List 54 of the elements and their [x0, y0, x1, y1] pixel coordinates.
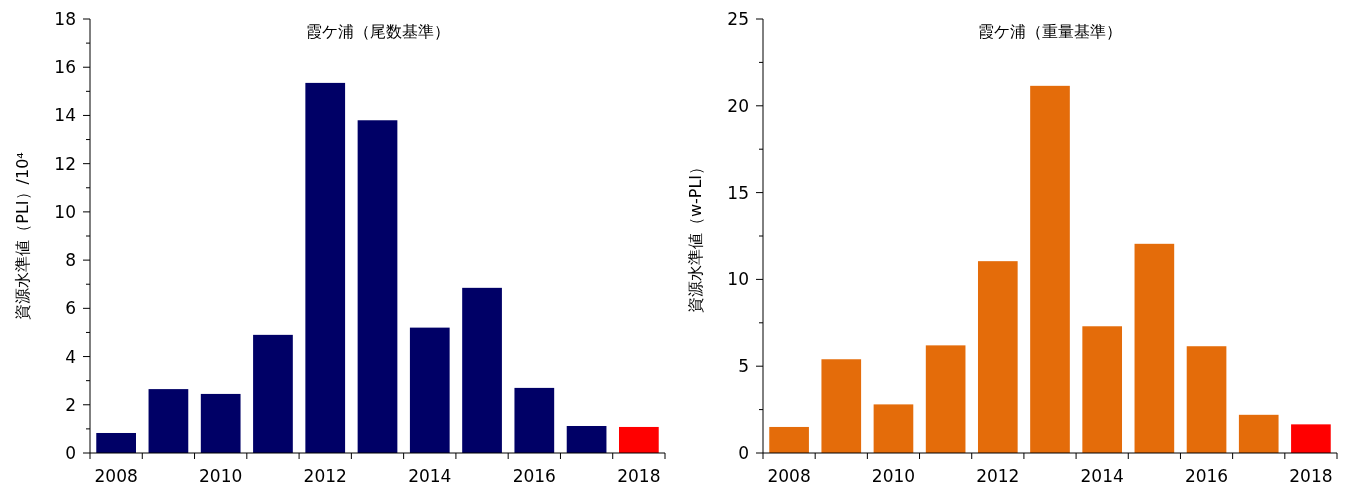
bar: [462, 287, 502, 453]
y-tick-label: 6: [65, 298, 76, 319]
bar: [253, 334, 293, 453]
chart-title: 霞ケ浦（尾数基準）: [305, 22, 450, 41]
x-tick-label: 2018: [617, 466, 661, 486]
x-tick-label: 2016: [512, 466, 556, 486]
bar: [1134, 243, 1175, 453]
bar: [1082, 326, 1123, 453]
y-tick-label: 10: [727, 269, 749, 290]
x-tick-label: 2012: [976, 466, 1020, 486]
x-tick-label: 2018: [1289, 466, 1333, 486]
bar: [1186, 346, 1227, 453]
bar: [769, 426, 809, 453]
bar: [1030, 85, 1070, 453]
x-tick-label: 2012: [303, 466, 347, 486]
bar: [96, 432, 136, 453]
y-tick-label: 12: [54, 153, 76, 174]
bar: [925, 345, 966, 453]
x-tick-label: 2014: [408, 466, 452, 486]
y-tick-label: 15: [727, 182, 749, 203]
y-tick-label: 8: [65, 250, 76, 271]
y-tick-label: 20: [727, 95, 749, 116]
bar: [305, 82, 346, 453]
chart-title: 霞ケ浦（重量基準）: [978, 22, 1122, 41]
y-tick-label: 14: [54, 105, 76, 126]
bar: [1291, 424, 1331, 453]
bar: [821, 359, 862, 453]
bar: [566, 426, 607, 453]
y-tick-label: 16: [54, 57, 76, 78]
x-tick-label: 2014: [1080, 466, 1124, 486]
bar: [409, 327, 450, 453]
y-tick-label: 4: [65, 346, 76, 367]
bar: [200, 393, 241, 453]
bar: [619, 426, 659, 453]
x-tick-label: 2008: [767, 466, 811, 486]
y-tick-label: 10: [54, 201, 76, 222]
y-tick-label: 0: [738, 443, 749, 463]
y-tick-label: 25: [727, 9, 749, 29]
x-tick-label: 2010: [199, 466, 243, 486]
x-tick-label: 2016: [1184, 466, 1229, 486]
bar: [148, 389, 189, 453]
y-axis-title: 資源水準値（PLI）/10⁴: [13, 152, 32, 320]
bar: [1238, 414, 1279, 453]
y-axis-title: 資源水準値（w-PLI）: [686, 158, 705, 314]
y-tick-label: 18: [54, 9, 76, 29]
x-tick-label: 2010: [871, 466, 916, 486]
x-tick-label: 2008: [94, 466, 138, 486]
bar: [514, 387, 555, 453]
bar: [357, 120, 398, 453]
y-tick-label: 5: [738, 356, 749, 377]
bar: [873, 404, 914, 453]
y-tick-label: 0: [65, 443, 76, 463]
y-tick-label: 2: [65, 394, 76, 415]
bar: [977, 261, 1018, 453]
